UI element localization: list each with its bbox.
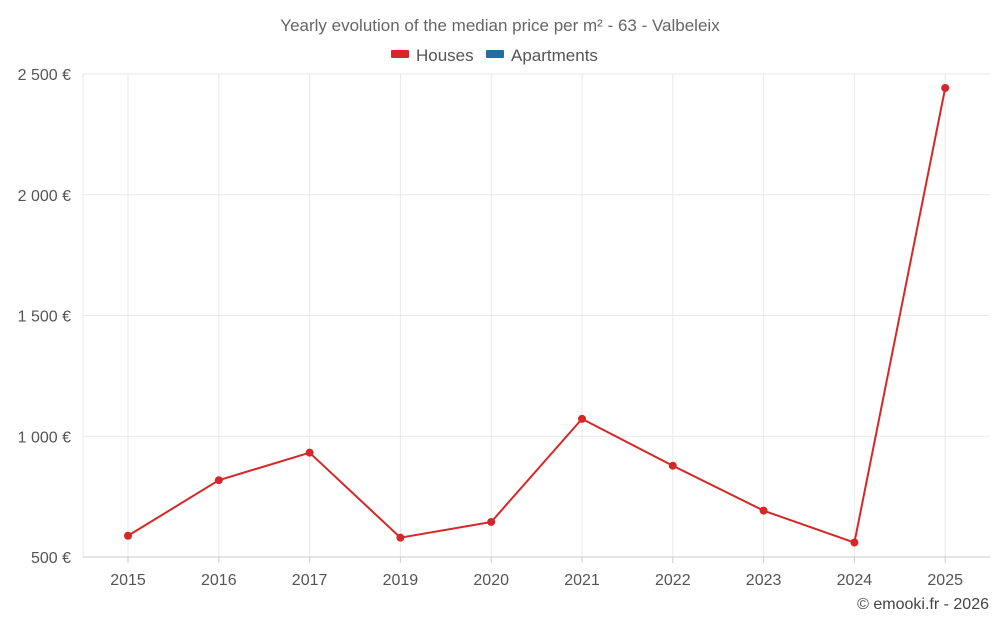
legend-item-apartments[interactable]: Apartments <box>486 46 598 65</box>
y-tick-label: 2 000 € <box>18 188 71 205</box>
series-layer <box>124 84 950 547</box>
data-point-houses <box>578 414 586 423</box>
data-point-houses <box>941 84 950 93</box>
grid <box>83 73 990 557</box>
legend-item-houses[interactable]: Houses <box>391 46 474 65</box>
data-point-houses <box>124 531 132 540</box>
series-line-houses <box>127 87 947 544</box>
data-point-houses <box>396 533 405 542</box>
x-tick-label: 2016 <box>201 572 237 589</box>
data-point-houses <box>668 461 677 470</box>
x-tick-label: 2025 <box>927 572 963 589</box>
y-tick-label: 2 500 € <box>18 67 71 84</box>
y-tick-label: 500 € <box>31 550 71 567</box>
legend-label-houses: Houses <box>416 46 474 65</box>
data-point-houses <box>850 538 859 547</box>
axes: 500 € 1 000 € 1 500 € 2 000 € 2 500 € 2015 201… <box>18 67 990 589</box>
legend-swatch-houses <box>391 50 409 58</box>
x-tick-label: 2015 <box>110 572 146 589</box>
x-tick-label: 2021 <box>564 572 600 589</box>
chart-title: Yearly evolution of the median price per… <box>280 16 720 35</box>
credit-text: © emooki.fr - 2026 <box>857 596 989 613</box>
data-point-houses <box>759 506 768 515</box>
x-tick-label: 2024 <box>837 572 873 589</box>
legend-label-apartments: Apartments <box>511 46 598 65</box>
x-tick-label: 2017 <box>292 572 328 589</box>
data-point-houses <box>214 476 223 485</box>
y-tick-label: 1 000 € <box>18 429 71 446</box>
y-tick-label: 1 500 € <box>18 309 71 326</box>
legend-swatch-apartments <box>486 50 504 58</box>
data-point-houses <box>487 517 496 526</box>
x-tick-label: 2022 <box>655 572 691 589</box>
x-tick-label: 2019 <box>383 572 419 589</box>
data-point-houses <box>305 448 314 457</box>
x-tick-label: 2020 <box>473 572 509 589</box>
x-tick-label: 2023 <box>746 572 782 589</box>
legend: Houses Apartments <box>391 46 598 65</box>
